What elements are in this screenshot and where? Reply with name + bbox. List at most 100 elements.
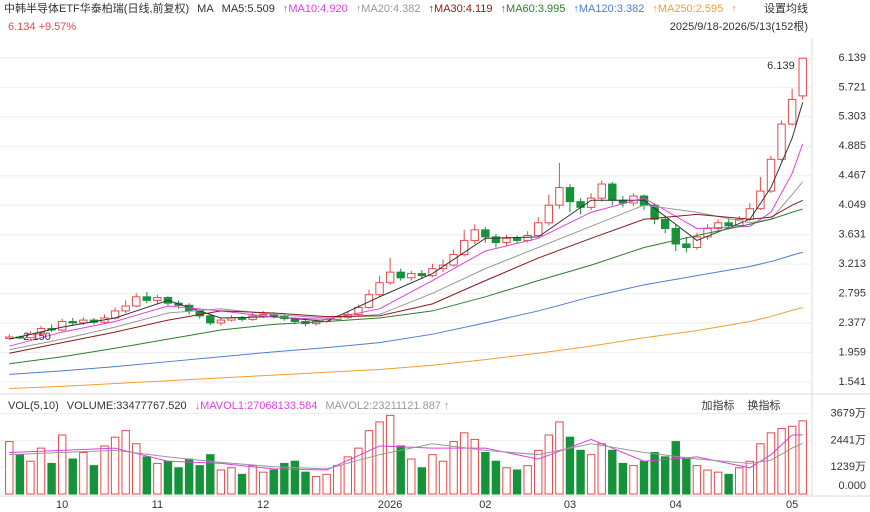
- x-tick-label: 12: [257, 499, 269, 511]
- candle-body: [724, 222, 733, 227]
- candle-body: [523, 234, 532, 241]
- volume-bar: [565, 436, 575, 495]
- candle-body: [692, 236, 702, 248]
- volume-bar: [26, 460, 35, 495]
- candle-body: [459, 239, 469, 256]
- volume-bar: [322, 473, 331, 495]
- candle-body: [481, 229, 490, 238]
- volume-bar: [766, 432, 776, 495]
- quote: 6.134 +9.57%: [8, 21, 76, 33]
- y-tick-label: 2.377: [838, 317, 866, 329]
- min-label: 2.150: [23, 331, 51, 343]
- volume-bar: [110, 436, 120, 495]
- x-tick-label: 03: [564, 499, 576, 511]
- volume-bar: [703, 469, 712, 495]
- volume-bar: [449, 441, 458, 495]
- volume-bar: [132, 443, 141, 495]
- volume-bar: [311, 476, 321, 495]
- volume-bar: [174, 467, 183, 495]
- x-tick-label: 04: [670, 499, 682, 511]
- volume-bar: [333, 465, 342, 495]
- y-tick-label: 1.959: [838, 346, 866, 358]
- ma-line: [9, 434, 803, 471]
- volume-bar: [523, 465, 532, 495]
- volume-bar: [692, 465, 702, 495]
- volume-bar: [385, 414, 395, 495]
- x-tick-label: 11: [152, 499, 163, 511]
- volume-bar: [216, 469, 226, 495]
- legend-entry: ↑MA30:4.119: [429, 3, 493, 15]
- volume-bar: [798, 420, 807, 495]
- candle-body: [354, 306, 363, 315]
- candle-body: [660, 218, 670, 229]
- volume-subtitle: VOLUME:33477767.520: [67, 400, 187, 412]
- max-label: 6.139: [767, 60, 795, 72]
- volume-bar: [354, 447, 363, 495]
- candle-body: [671, 227, 680, 245]
- x-tick-label: 05: [786, 499, 798, 511]
- volume-bar: [459, 432, 469, 495]
- candle-body: [407, 273, 416, 279]
- volume-bar: [629, 465, 638, 495]
- legend-entry: ↑MA120:3.382: [573, 3, 644, 15]
- volume-bar: [184, 458, 194, 495]
- legend-entry: ↑MA10:4.920: [283, 3, 348, 15]
- candle-body: [132, 296, 141, 307]
- legend-entry: MA5:5.509: [222, 3, 275, 15]
- candle-body: [512, 237, 522, 241]
- candle-body: [68, 321, 77, 324]
- volume-bar: [142, 456, 152, 495]
- volume-bar: [682, 458, 691, 495]
- legend-entry: ↑MA60:3.995: [501, 3, 566, 15]
- y-tick-label: 3.213: [838, 258, 866, 270]
- volume-bar: [660, 456, 670, 495]
- legend-mark: ↑: [731, 3, 737, 15]
- volume-bar: [57, 434, 67, 495]
- volume-bar: [576, 449, 585, 495]
- volume-bar: [258, 471, 268, 495]
- candle-body: [777, 123, 786, 160]
- candle-body: [79, 319, 88, 324]
- add-indicator[interactable]: 加指标: [702, 398, 735, 412]
- candle-body: [745, 208, 755, 220]
- legend-entry: ↑MA250:2.595: [652, 3, 723, 15]
- volume-bar: [237, 473, 247, 495]
- candle-body: [216, 319, 226, 324]
- volume-bar: [375, 421, 384, 495]
- y-tick-label: 3679万: [831, 408, 866, 420]
- candle-body: [121, 305, 130, 312]
- candle-body: [502, 237, 511, 244]
- volume-bar: [407, 458, 416, 495]
- candle-body: [565, 187, 575, 203]
- settings-button[interactable]: 设置均线: [764, 1, 808, 15]
- ma-line: [9, 208, 803, 365]
- volume-bar: [206, 454, 215, 495]
- volume-bar: [47, 462, 56, 495]
- volume-bar: [36, 447, 46, 495]
- range-text: 2025/9/18-2026/5/13(152根): [670, 19, 808, 33]
- candle-body: [385, 271, 395, 284]
- candle-body: [756, 190, 765, 210]
- legend-entry: MAVOL2:23211121.887 ↑: [325, 400, 449, 412]
- volume-bar: [544, 434, 554, 495]
- ma-line: [9, 442, 803, 470]
- legend-entry: ↓MAVOL1:27068133.584: [195, 400, 318, 412]
- volume-bar: [650, 452, 659, 495]
- candle-body: [555, 187, 564, 206]
- switch-indicator[interactable]: 换指标: [748, 398, 781, 412]
- candle-body: [142, 296, 152, 301]
- y-tick-label: 1.541: [838, 376, 866, 388]
- volume-bar: [5, 441, 14, 495]
- volume-bar: [364, 430, 374, 495]
- candle-body: [491, 236, 501, 244]
- y-tick-label: 2441万: [831, 435, 866, 447]
- volume-bar: [343, 456, 353, 495]
- candle-body: [206, 315, 215, 324]
- candle-body: [798, 57, 807, 97]
- y-tick-label: 3.631: [838, 229, 866, 241]
- legend-entry: ↑MA20:4.382: [356, 3, 421, 15]
- volume-bar: [586, 454, 596, 495]
- volume-bar: [301, 471, 310, 495]
- ma-line: [9, 307, 803, 389]
- volume-bar: [153, 462, 162, 495]
